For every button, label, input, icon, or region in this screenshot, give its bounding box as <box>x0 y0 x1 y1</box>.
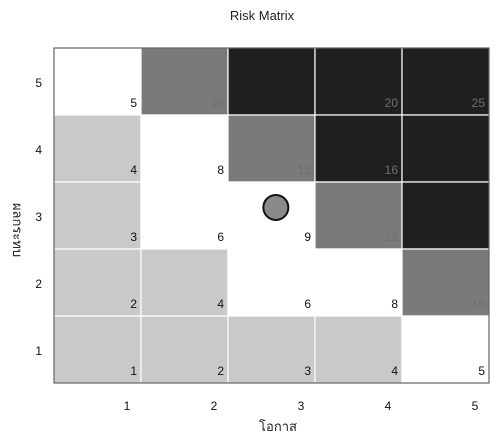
matrix-cell-4-1 <box>314 315 403 384</box>
risk-marker <box>262 193 290 221</box>
cell-value-4-4: 16 <box>385 163 399 177</box>
cell-value-2-4: 8 <box>217 163 224 177</box>
x-tick-1: 1 <box>124 399 131 413</box>
matrix-cell-5-4 <box>401 114 490 183</box>
cell-value-2-2: 4 <box>217 297 224 311</box>
cell-value-3-3: 9 <box>304 230 311 244</box>
y-axis-ticks: 1 2 3 4 5 <box>35 76 42 358</box>
matrix-cell-3-5 <box>227 47 316 116</box>
y-tick-1: 1 <box>35 344 42 358</box>
x-tick-4: 4 <box>385 399 392 413</box>
matrix-cell-3-4 <box>227 114 316 183</box>
matrix-cell-2-4 <box>140 114 229 183</box>
x-axis-label: โอกาส <box>259 419 297 434</box>
matrix-cell-5-2 <box>401 248 490 317</box>
cell-value-2-1: 2 <box>217 364 224 378</box>
cell-value-2-3: 6 <box>217 230 224 244</box>
matrix-cell-2-1 <box>140 315 229 384</box>
matrix-cell-4-3 <box>314 181 403 250</box>
cell-value-5-2: 10 <box>472 297 486 311</box>
cell-value-2-5: 10 <box>211 96 225 110</box>
matrix-frame <box>53 47 490 384</box>
y-tick-5: 5 <box>35 76 42 90</box>
cell-value-4-5: 20 <box>385 96 399 110</box>
y-axis-label: ผลกระทบ <box>10 203 25 257</box>
matrix-cell-1-3 <box>53 181 142 250</box>
cell-value-4-3: 12 <box>385 230 399 244</box>
cell-value-4-2: 8 <box>391 297 398 311</box>
matrix-cell-3-1 <box>227 315 316 384</box>
cell-value-1-5: 5 <box>130 96 137 110</box>
matrix-cell-5-1 <box>401 315 490 384</box>
cell-value-1-4: 4 <box>130 163 137 177</box>
cell-value-3-4: 12 <box>298 163 312 177</box>
matrix-cell-1-2 <box>53 248 142 317</box>
matrix-cell-5-3 <box>401 181 490 250</box>
matrix-cell-1-5 <box>53 47 142 116</box>
matrix-cells <box>53 47 490 384</box>
x-tick-3: 3 <box>298 399 305 413</box>
marker-layer <box>262 193 290 221</box>
matrix-cell-4-5 <box>314 47 403 116</box>
cell-value-1-3: 3 <box>130 230 137 244</box>
x-tick-5: 5 <box>472 399 479 413</box>
matrix-cell-4-2 <box>314 248 403 317</box>
cell-value-3-2: 6 <box>304 297 311 311</box>
cell-value-3-1: 3 <box>304 364 311 378</box>
matrix-cell-2-3 <box>140 181 229 250</box>
matrix-cell-2-5 <box>140 47 229 116</box>
matrix-cell-1-4 <box>53 114 142 183</box>
matrix-cell-labels: 5 10 20 254 8 12 163 6 9 122 4 6 8 101 2 3 4 5 <box>130 96 485 378</box>
y-tick-3: 3 <box>35 210 42 224</box>
chart-title: Risk Matrix <box>230 8 295 23</box>
y-tick-2: 2 <box>35 277 42 291</box>
matrix-cell-3-2 <box>227 248 316 317</box>
cell-value-4-1: 4 <box>391 364 398 378</box>
cell-value-5-5: 25 <box>472 96 486 110</box>
cell-value-5-1: 5 <box>478 364 485 378</box>
y-tick-4: 4 <box>35 143 42 157</box>
cell-value-1-2: 2 <box>130 297 137 311</box>
x-tick-2: 2 <box>211 399 218 413</box>
matrix-cell-2-2 <box>140 248 229 317</box>
matrix-cell-1-1 <box>53 315 142 384</box>
x-axis-ticks: 1 2 3 4 5 <box>124 399 479 413</box>
cell-value-1-1: 1 <box>130 364 137 378</box>
